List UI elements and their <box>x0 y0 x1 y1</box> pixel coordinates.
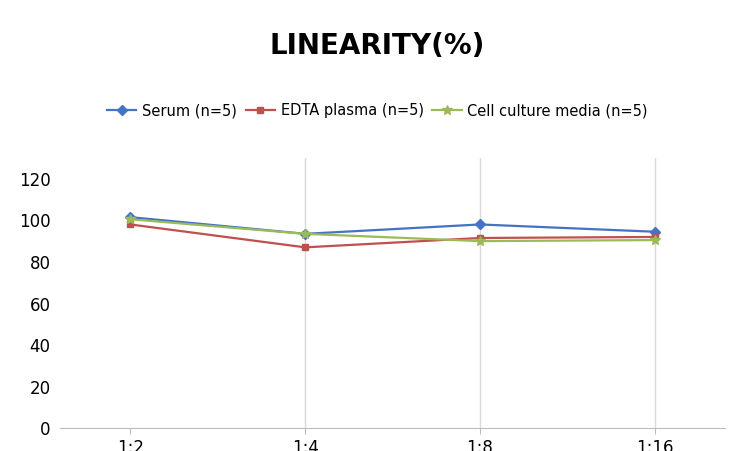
Legend: Serum (n=5), EDTA plasma (n=5), Cell culture media (n=5): Serum (n=5), EDTA plasma (n=5), Cell cul… <box>101 97 654 124</box>
Text: LINEARITY(%): LINEARITY(%) <box>270 32 485 60</box>
